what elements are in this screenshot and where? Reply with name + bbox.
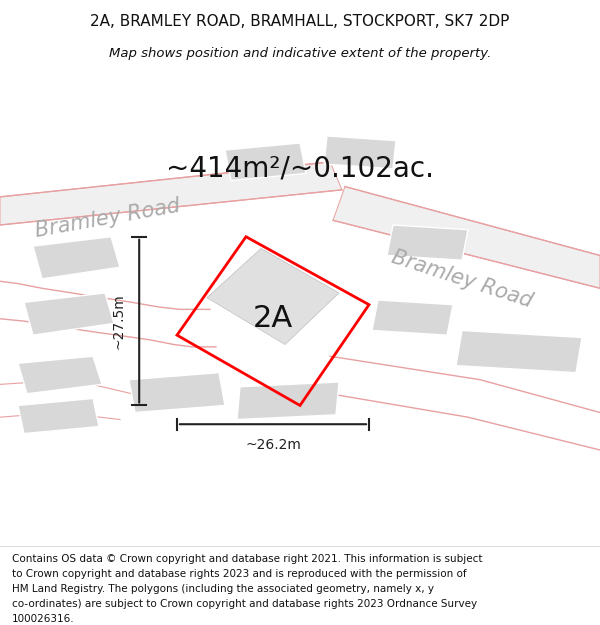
Polygon shape xyxy=(387,225,468,260)
Text: ~414m²/~0.102ac.: ~414m²/~0.102ac. xyxy=(166,155,434,182)
Polygon shape xyxy=(372,300,453,335)
Polygon shape xyxy=(0,162,342,225)
Text: Bramley Road: Bramley Road xyxy=(34,196,182,241)
Polygon shape xyxy=(18,399,99,434)
Polygon shape xyxy=(18,356,102,394)
Polygon shape xyxy=(225,143,306,181)
Text: Bramley Road: Bramley Road xyxy=(389,247,535,311)
Polygon shape xyxy=(207,248,339,344)
Text: 2A, BRAMLEY ROAD, BRAMHALL, STOCKPORT, SK7 2DP: 2A, BRAMLEY ROAD, BRAMHALL, STOCKPORT, S… xyxy=(91,14,509,29)
Polygon shape xyxy=(333,186,600,288)
Polygon shape xyxy=(129,372,225,413)
Text: 100026316.: 100026316. xyxy=(12,614,74,624)
Text: to Crown copyright and database rights 2023 and is reproduced with the permissio: to Crown copyright and database rights 2… xyxy=(12,569,467,579)
Text: Map shows position and indicative extent of the property.: Map shows position and indicative extent… xyxy=(109,48,491,61)
Polygon shape xyxy=(237,382,339,419)
Text: Contains OS data © Crown copyright and database right 2021. This information is : Contains OS data © Crown copyright and d… xyxy=(12,554,482,564)
Text: 2A: 2A xyxy=(253,304,293,333)
Polygon shape xyxy=(324,136,396,169)
Text: co-ordinates) are subject to Crown copyright and database rights 2023 Ordnance S: co-ordinates) are subject to Crown copyr… xyxy=(12,599,477,609)
Polygon shape xyxy=(33,237,120,279)
Text: ~26.2m: ~26.2m xyxy=(245,438,301,452)
Text: ~27.5m: ~27.5m xyxy=(111,293,125,349)
Polygon shape xyxy=(456,331,582,372)
Polygon shape xyxy=(24,293,114,335)
Text: HM Land Registry. The polygons (including the associated geometry, namely x, y: HM Land Registry. The polygons (includin… xyxy=(12,584,434,594)
